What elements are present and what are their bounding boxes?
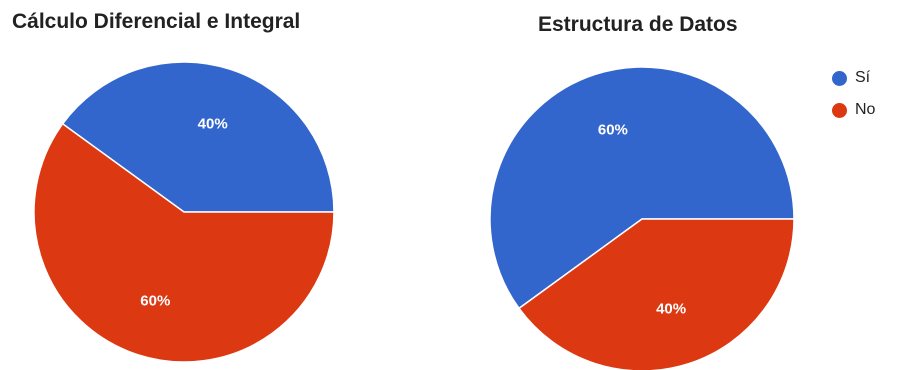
pie-label-calculo-no: 60% [140,292,170,309]
pie-slice-calculo-no[interactable] [33,122,335,363]
legend-label-no: No [855,101,876,118]
pie-chart-estructura: 60% 40% [489,66,795,370]
legend-swatch-si [832,70,847,86]
legend-item-no[interactable]: No [832,94,875,126]
legend-item-si[interactable]: Sí [832,62,875,94]
pie-chart-calculo: 40% 60% [33,61,335,363]
pie-slice-calculo-si[interactable] [61,61,335,213]
pie-slice-estructura-si[interactable] [489,66,795,310]
legend-label-si: Sí [855,69,871,86]
legend-swatch-no [832,102,847,118]
pie-label-estructura-no: 40% [656,301,686,318]
pie-label-calculo-si: 40% [198,116,228,133]
pie-label-estructura-si: 60% [598,121,628,138]
legend: Sí No [832,62,875,126]
chart-title-estructura: Estructura de Datos [538,13,738,36]
chart-title-calculo: Cálculo Diferencial e Integral [12,10,301,33]
pie-slice-estructura-no[interactable] [517,218,795,370]
